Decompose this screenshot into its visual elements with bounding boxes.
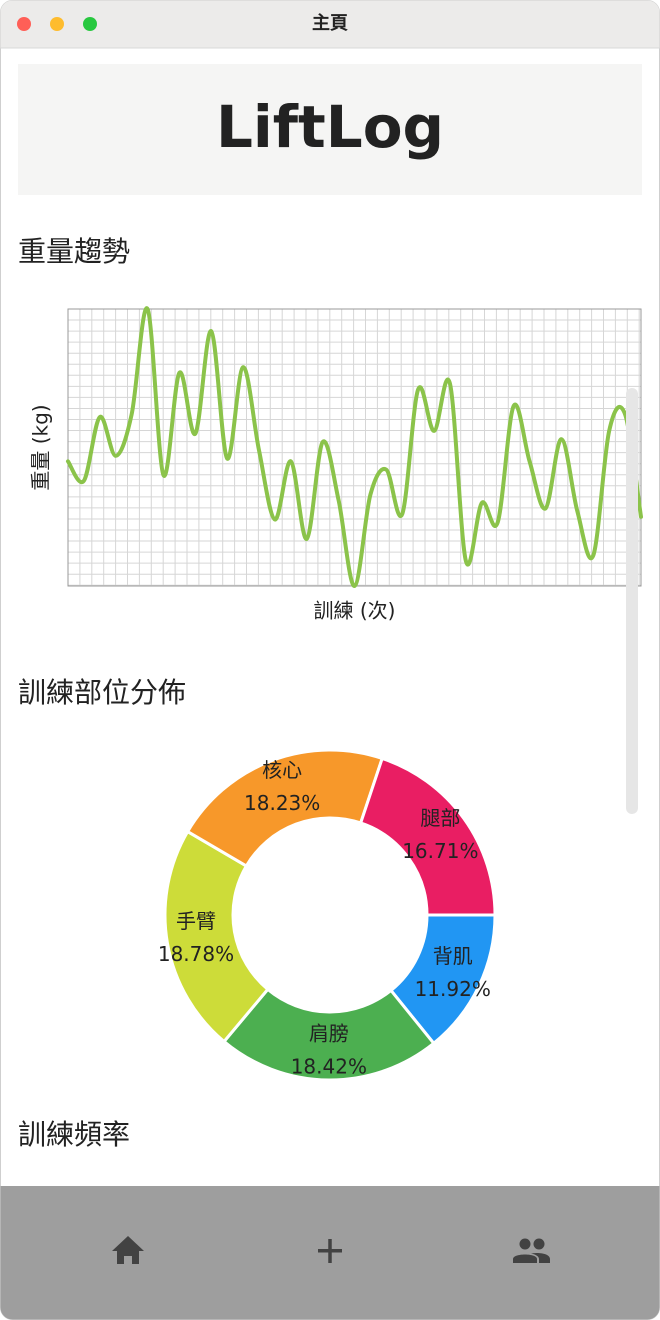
slice-value: 16.71% — [402, 839, 478, 863]
home-button[interactable] — [112, 1236, 144, 1264]
add-icon — [328, 1239, 332, 1263]
slice-label: 背肌 — [433, 944, 473, 968]
zoom-button[interactable] — [83, 17, 97, 31]
slice-value: 18.78% — [158, 942, 234, 966]
minimize-button[interactable] — [50, 17, 64, 31]
header — [18, 64, 642, 195]
people-icon — [519, 1238, 531, 1250]
title-bar — [0, 0, 660, 48]
pie-slice — [221, 987, 436, 1082]
pie-slice — [185, 748, 385, 869]
window-title: 主頁 — [312, 12, 348, 34]
add-button[interactable] — [318, 1239, 342, 1263]
section-title: 重量趨勢 — [18, 235, 130, 268]
slice-label: 核心 — [262, 758, 302, 782]
slice-value: 18.23% — [244, 791, 320, 815]
home-icon — [112, 1236, 144, 1264]
people-icon — [533, 1238, 545, 1250]
people-button[interactable] — [513, 1238, 550, 1264]
slice-label: 肩膀 — [309, 1021, 349, 1045]
scrollbar[interactable] — [626, 388, 638, 814]
y-axis-label: 重量 (kg) — [29, 404, 53, 490]
section-title: 訓練頻率 — [18, 1118, 130, 1151]
slice-label: 手臂 — [176, 909, 216, 933]
body-part-chart: 背肌 11.92% 肩膀 18.42% 手臂 18.78% 核心 18.23% 腿部 16.71% — [158, 748, 497, 1082]
slice-label: 腿部 — [420, 806, 460, 830]
x-axis-label: 訓練 (次) — [314, 599, 396, 623]
pie-slice — [358, 756, 497, 917]
people-icon — [513, 1254, 537, 1263]
people-icon — [531, 1253, 550, 1263]
pie-slice — [163, 829, 270, 1044]
close-button[interactable] — [17, 17, 31, 31]
slice-value: 18.42% — [291, 1054, 367, 1078]
slice-value: 11.92% — [415, 977, 491, 1001]
app-title: LiftLog — [216, 93, 444, 161]
weight-line — [66, 306, 643, 589]
section-title: 訓練部位分佈 — [18, 676, 186, 709]
weight-chart: 重量 (kg) 訓練 (次) — [29, 306, 643, 623]
